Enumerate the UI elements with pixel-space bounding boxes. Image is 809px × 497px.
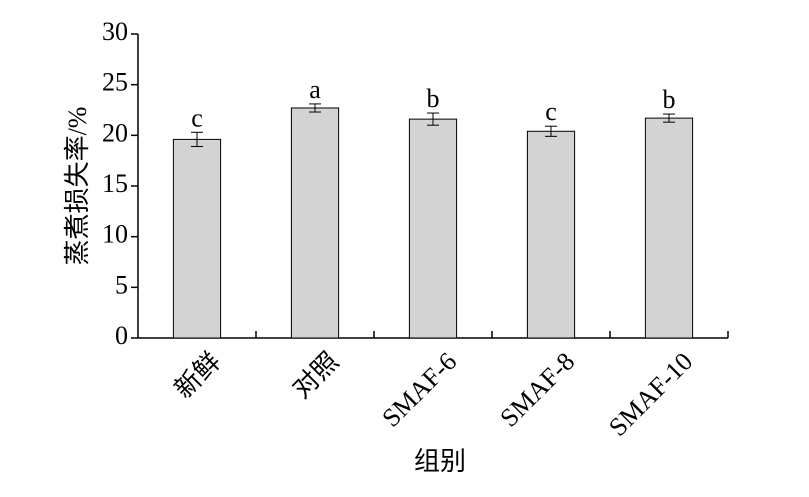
y-tick-label: 30 xyxy=(102,17,128,46)
y-tick-label: 10 xyxy=(102,220,128,249)
bar-annotation: c xyxy=(545,97,557,126)
bar-annotation: b xyxy=(663,85,676,114)
x-tick-label: SMAF-8 xyxy=(494,347,580,433)
bar-annotation: c xyxy=(191,103,203,132)
error-bar xyxy=(191,131,203,147)
error-bar xyxy=(663,113,675,123)
y-tick-label: 20 xyxy=(102,118,128,147)
y-tick-label: 25 xyxy=(102,68,128,97)
x-axis-label: 组别 xyxy=(414,447,466,476)
bar-annotation: b xyxy=(427,84,440,113)
bar xyxy=(644,117,694,339)
x-tick-label: SMAF-6 xyxy=(376,347,462,433)
error-bar xyxy=(545,125,557,137)
x-tick-label: 新鲜 xyxy=(169,347,226,404)
error-bar xyxy=(427,112,439,126)
y-axis-label: 蒸煮损失率/% xyxy=(63,107,92,266)
bar xyxy=(290,107,340,339)
bar xyxy=(408,118,458,339)
y-tick-label: 0 xyxy=(115,321,128,350)
bar-annotation: a xyxy=(309,75,321,104)
y-tick-label: 5 xyxy=(115,270,128,299)
error-bar xyxy=(309,103,321,113)
bar xyxy=(526,130,576,339)
y-tick-label: 15 xyxy=(102,169,128,198)
x-tick-label: SMAF-10 xyxy=(603,347,698,442)
bar xyxy=(172,138,222,339)
x-tick-label: 对照 xyxy=(287,347,344,404)
